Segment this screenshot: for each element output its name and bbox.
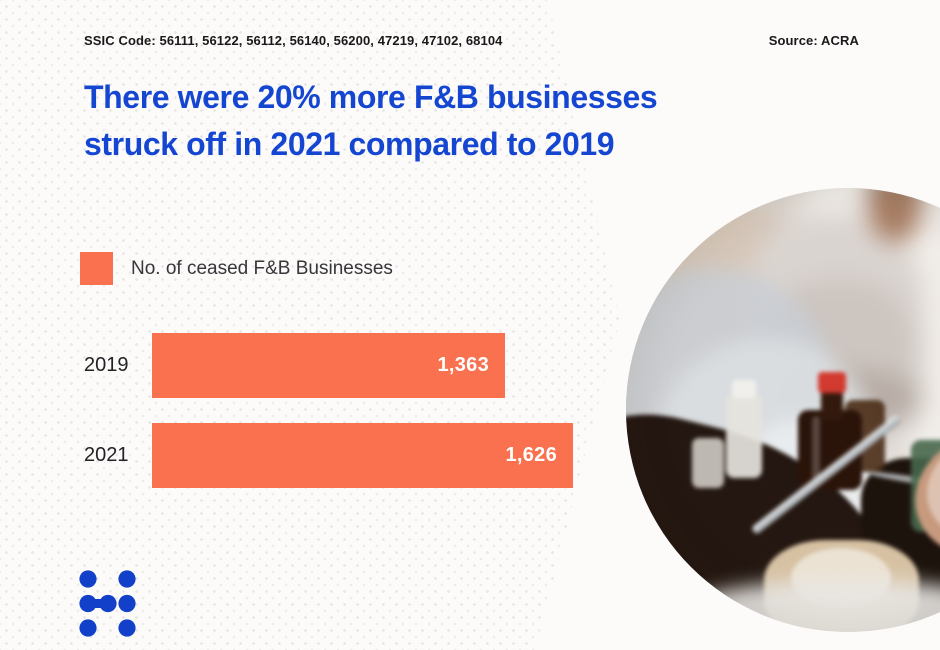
bar-track-2019: 1,363 [152, 333, 573, 398]
bar-value-2019: 1,363 [437, 354, 489, 376]
dots-h-logo-icon [79, 570, 137, 637]
title-line-2: struck off in 2021 compared to 2019 [84, 126, 615, 162]
cooking-photo [626, 188, 940, 632]
bar-2019: 1,363 [152, 333, 505, 398]
category-label-2021: 2021 [84, 444, 129, 466]
chart-legend: No. of ceased F&B Businesses [80, 252, 393, 285]
title-line-1: There were 20% more F&B businesses [84, 79, 658, 115]
category-label-2019: 2019 [84, 354, 129, 376]
page-title: There were 20% more F&B businesses struc… [84, 74, 658, 168]
bar-2021: 1,626 [152, 423, 573, 488]
legend-label: No. of ceased F&B Businesses [131, 257, 393, 279]
bar-row-2019: 2019 1,363 [84, 333, 573, 398]
bar-chart: 2019 1,363 2021 1,626 [84, 333, 573, 513]
bar-track-2021: 1,626 [152, 423, 573, 488]
source-label: Source: ACRA [768, 33, 859, 48]
ssic-code-label: SSIC Code: 56111, 56122, 56112, 56140, 5… [84, 33, 503, 48]
photo-foreground-layer [626, 188, 940, 632]
legend-swatch [80, 252, 113, 285]
bar-row-2021: 2021 1,626 [84, 423, 573, 488]
bar-value-2021: 1,626 [505, 444, 557, 466]
